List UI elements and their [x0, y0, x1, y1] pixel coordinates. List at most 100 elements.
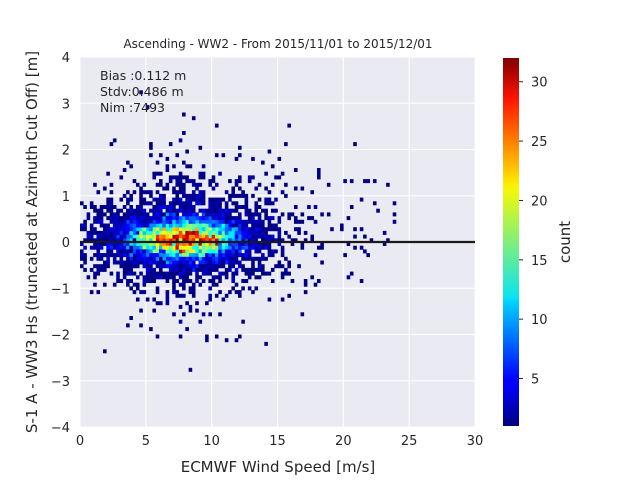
- heatmap-cell: [162, 216, 166, 221]
- heatmap-cell: [165, 264, 170, 269]
- heatmap-cell: [132, 230, 137, 235]
- heatmap-cell: [139, 90, 143, 95]
- heatmap-cell: [191, 290, 196, 295]
- heatmap-cell: [228, 230, 232, 235]
- heatmap-cell: [99, 264, 104, 269]
- heatmap-cell: [168, 201, 173, 206]
- heatmap-cell: [201, 175, 206, 180]
- heatmap-cell: [132, 260, 137, 265]
- heatmap-cell: [208, 267, 212, 272]
- heatmap-cell: [178, 304, 183, 309]
- heatmap-cell: [165, 271, 170, 276]
- heatmap-cell: [257, 242, 262, 246]
- heatmap-cell: [238, 216, 242, 221]
- heatmap-cell: [149, 216, 153, 221]
- heatmap-cell: [149, 219, 153, 224]
- heatmap-cell: [175, 245, 180, 250]
- heatmap-cell: [208, 179, 212, 184]
- heatmap-cell: [142, 256, 147, 261]
- heatmap-cell: [165, 245, 170, 250]
- heatmap-cell: [129, 223, 133, 228]
- heatmap-cell: [165, 227, 170, 232]
- heatmap-cell: [149, 142, 153, 147]
- heatmap-cell: [185, 275, 189, 280]
- heatmap-cell: [172, 290, 176, 295]
- heatmap-cell: [205, 208, 209, 213]
- heatmap-cell: [185, 216, 189, 221]
- heatmap-cell: [159, 179, 163, 184]
- heatmap-cell: [224, 242, 229, 246]
- heatmap-cell: [99, 205, 104, 209]
- heatmap-cell: [376, 208, 380, 213]
- heatmap-cell: [234, 182, 239, 187]
- heatmap-cell: [208, 242, 212, 246]
- heatmap-cell: [224, 227, 229, 232]
- heatmap-cell: [149, 223, 153, 228]
- heatmap-cell: [293, 238, 298, 243]
- heatmap-cell: [251, 227, 255, 232]
- heatmap-cell: [284, 193, 288, 198]
- heatmap-cell: [109, 219, 114, 224]
- heatmap-cell: [244, 219, 249, 224]
- heatmap-cell: [132, 242, 137, 246]
- heatmap-cell: [119, 230, 124, 235]
- heatmap-cell: [178, 205, 183, 209]
- heatmap-cell: [234, 219, 239, 224]
- heatmap-cell: [83, 260, 87, 265]
- heatmap-cell: [152, 242, 157, 246]
- heatmap-cell: [80, 249, 84, 254]
- heatmap-cell: [172, 223, 176, 228]
- heatmap-cell: [168, 264, 173, 269]
- heatmap-cell: [182, 230, 186, 235]
- heatmap-cell: [178, 182, 183, 187]
- heatmap-cell: [247, 256, 252, 261]
- y-tick-labels: 4 3 2 1 0 −1 −2 −3 −4: [51, 51, 70, 436]
- heatmap-cell: [359, 197, 364, 202]
- heatmap-cell: [172, 197, 176, 202]
- heatmap-cell: [178, 230, 183, 235]
- heatmap-cell: [218, 249, 222, 254]
- heatmap-cell: [83, 245, 87, 250]
- heatmap-cell: [152, 216, 157, 221]
- heatmap-cell: [214, 242, 219, 246]
- heatmap-cell: [320, 212, 324, 217]
- heatmap-cell: [135, 253, 140, 258]
- heatmap-cell: [267, 297, 272, 302]
- heatmap-cell: [218, 242, 222, 246]
- heatmap-cell: [224, 208, 229, 213]
- heatmap-cell: [185, 149, 189, 154]
- heatmap-cell: [257, 260, 262, 265]
- heatmap-cell: [122, 234, 127, 239]
- heatmap-cell: [132, 234, 137, 239]
- heatmap-cell: [145, 297, 150, 302]
- heatmap-cell: [139, 242, 143, 246]
- heatmap-cell: [145, 201, 150, 206]
- heatmap-cell: [152, 245, 157, 250]
- heatmap-cell: [191, 205, 196, 209]
- heatmap-cell: [159, 205, 163, 209]
- heatmap-cell: [132, 245, 137, 250]
- heatmap-cell: [106, 230, 110, 235]
- heatmap-cell: [228, 234, 232, 239]
- heatmap-cell: [149, 227, 153, 232]
- heatmap-cell: [238, 249, 242, 254]
- heatmap-cell: [205, 227, 209, 232]
- heatmap-cell: [195, 193, 199, 198]
- heatmap-cell: [122, 205, 127, 209]
- heatmap-cell: [228, 208, 232, 213]
- heatmap-cell: [205, 242, 209, 246]
- heatmap-cell: [172, 216, 176, 221]
- heatmap-cell: [175, 190, 180, 195]
- heatmap-cell: [152, 267, 157, 272]
- heatmap-cell: [251, 242, 255, 246]
- heatmap-cell: [264, 208, 268, 213]
- heatmap-cell: [135, 227, 140, 232]
- heatmap-cell: [244, 227, 249, 232]
- heatmap-cell: [89, 290, 94, 295]
- heatmap-cell: [228, 264, 232, 269]
- heatmap-cell: [132, 223, 137, 228]
- heatmap-cell: [277, 227, 282, 232]
- heatmap-cell: [238, 212, 242, 217]
- heatmap-cell: [106, 249, 110, 254]
- heatmap-cell: [122, 216, 127, 221]
